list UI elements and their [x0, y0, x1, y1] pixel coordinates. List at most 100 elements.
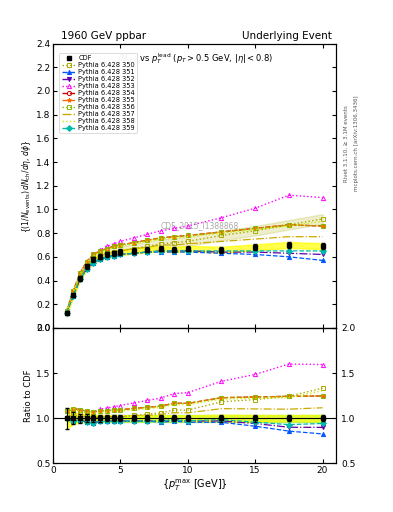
Pythia 6.428 358	[78, 271, 83, 278]
Pythia 6.428 355	[105, 245, 109, 251]
Line: Pythia 6.428 352: Pythia 6.428 352	[64, 249, 325, 314]
Pythia 6.428 358	[158, 236, 163, 242]
Pythia 6.428 357	[71, 290, 75, 296]
Pythia 6.428 357	[105, 250, 109, 257]
Pythia 6.428 355	[158, 235, 163, 241]
Pythia 6.428 357	[253, 236, 257, 242]
Pythia 6.428 351	[78, 276, 83, 283]
Pythia 6.428 355	[64, 308, 69, 314]
Pythia 6.428 353	[111, 241, 116, 247]
Pythia 6.428 358	[320, 218, 325, 224]
Pythia 6.428 355	[91, 251, 96, 258]
Y-axis label: Ratio to CDF: Ratio to CDF	[24, 369, 33, 422]
Pythia 6.428 359	[71, 293, 75, 299]
Pythia 6.428 356	[98, 248, 103, 254]
Pythia 6.428 351	[105, 254, 109, 260]
Pythia 6.428 359	[105, 254, 109, 260]
Pythia 6.428 354	[118, 242, 123, 248]
Pythia 6.428 350	[320, 216, 325, 222]
Pythia 6.428 350	[78, 273, 83, 279]
X-axis label: $\{p_T^{\rm max}$ [GeV]$\}$: $\{p_T^{\rm max}$ [GeV]$\}$	[162, 478, 228, 494]
Pythia 6.428 354	[320, 223, 325, 229]
Pythia 6.428 357	[132, 245, 136, 251]
Pythia 6.428 357	[145, 244, 150, 250]
Pythia 6.428 353	[98, 247, 103, 253]
Pythia 6.428 357	[219, 239, 224, 245]
Pythia 6.428 353	[219, 215, 224, 221]
Pythia 6.428 357	[320, 233, 325, 240]
Pythia 6.428 358	[71, 288, 75, 294]
Pythia 6.428 359	[172, 248, 177, 254]
Text: mcplots.cern.ch [arXiv:1306.3436]: mcplots.cern.ch [arXiv:1306.3436]	[354, 96, 358, 191]
Pythia 6.428 359	[320, 248, 325, 254]
Line: Pythia 6.428 351: Pythia 6.428 351	[64, 250, 325, 314]
Pythia 6.428 355	[320, 223, 325, 229]
Line: Pythia 6.428 355: Pythia 6.428 355	[64, 223, 325, 313]
Pythia 6.428 354	[78, 270, 83, 276]
Pythia 6.428 356	[78, 270, 83, 276]
Pythia 6.428 359	[91, 260, 96, 266]
Pythia 6.428 354	[253, 225, 257, 231]
Pythia 6.428 352	[286, 250, 291, 257]
Pythia 6.428 358	[145, 239, 150, 245]
Pythia 6.428 350	[91, 256, 96, 262]
Pythia 6.428 359	[64, 309, 69, 315]
Line: Pythia 6.428 353: Pythia 6.428 353	[64, 193, 325, 313]
Pythia 6.428 353	[286, 192, 291, 198]
Pythia 6.428 358	[105, 247, 109, 253]
Pythia 6.428 351	[219, 250, 224, 257]
Pythia 6.428 351	[71, 293, 75, 299]
Pythia 6.428 355	[98, 248, 103, 254]
Pythia 6.428 351	[253, 251, 257, 258]
Pythia 6.428 355	[145, 237, 150, 243]
Pythia 6.428 352	[78, 276, 83, 283]
Pythia 6.428 351	[132, 250, 136, 257]
Text: 1960 GeV ppbar: 1960 GeV ppbar	[61, 31, 146, 41]
Pythia 6.428 350	[111, 249, 116, 255]
Pythia 6.428 358	[91, 252, 96, 259]
Pythia 6.428 356	[145, 237, 150, 243]
Pythia 6.428 354	[219, 229, 224, 235]
Pythia 6.428 357	[185, 241, 190, 247]
Pythia 6.428 356	[84, 259, 89, 265]
Pythia 6.428 357	[158, 242, 163, 248]
Pythia 6.428 356	[219, 229, 224, 235]
Pythia 6.428 354	[84, 259, 89, 265]
Pythia 6.428 353	[84, 259, 89, 265]
Pythia 6.428 353	[105, 243, 109, 249]
Pythia 6.428 355	[84, 259, 89, 265]
Pythia 6.428 353	[71, 288, 75, 294]
Pythia 6.428 353	[145, 231, 150, 238]
Pythia 6.428 352	[84, 266, 89, 272]
Pythia 6.428 356	[91, 251, 96, 258]
Line: Pythia 6.428 356: Pythia 6.428 356	[64, 223, 325, 313]
Pythia 6.428 354	[172, 233, 177, 240]
Pythia 6.428 356	[111, 243, 116, 249]
Pythia 6.428 350	[132, 245, 136, 251]
Pythia 6.428 356	[286, 222, 291, 228]
Pythia 6.428 355	[253, 225, 257, 231]
Pythia 6.428 350	[98, 252, 103, 259]
Pythia 6.428 353	[78, 270, 83, 276]
Pythia 6.428 356	[118, 242, 123, 248]
Pythia 6.428 355	[132, 240, 136, 246]
Line: Pythia 6.428 359: Pythia 6.428 359	[64, 249, 325, 314]
Pythia 6.428 354	[158, 235, 163, 241]
Pythia 6.428 350	[219, 232, 224, 239]
Pythia 6.428 353	[64, 308, 69, 314]
Pythia 6.428 354	[145, 237, 150, 243]
Pythia 6.428 351	[118, 251, 123, 258]
Pythia 6.428 351	[98, 256, 103, 262]
Pythia 6.428 355	[172, 233, 177, 240]
Line: Pythia 6.428 354: Pythia 6.428 354	[64, 223, 325, 313]
Pythia 6.428 353	[158, 228, 163, 234]
Pythia 6.428 354	[132, 240, 136, 246]
Pythia 6.428 351	[185, 249, 190, 255]
Pythia 6.428 355	[219, 229, 224, 235]
Pythia 6.428 355	[118, 242, 123, 248]
Pythia 6.428 355	[286, 222, 291, 228]
Pythia 6.428 352	[64, 309, 69, 315]
Pythia 6.428 358	[111, 244, 116, 250]
Pythia 6.428 358	[185, 233, 190, 240]
Pythia 6.428 356	[105, 245, 109, 251]
